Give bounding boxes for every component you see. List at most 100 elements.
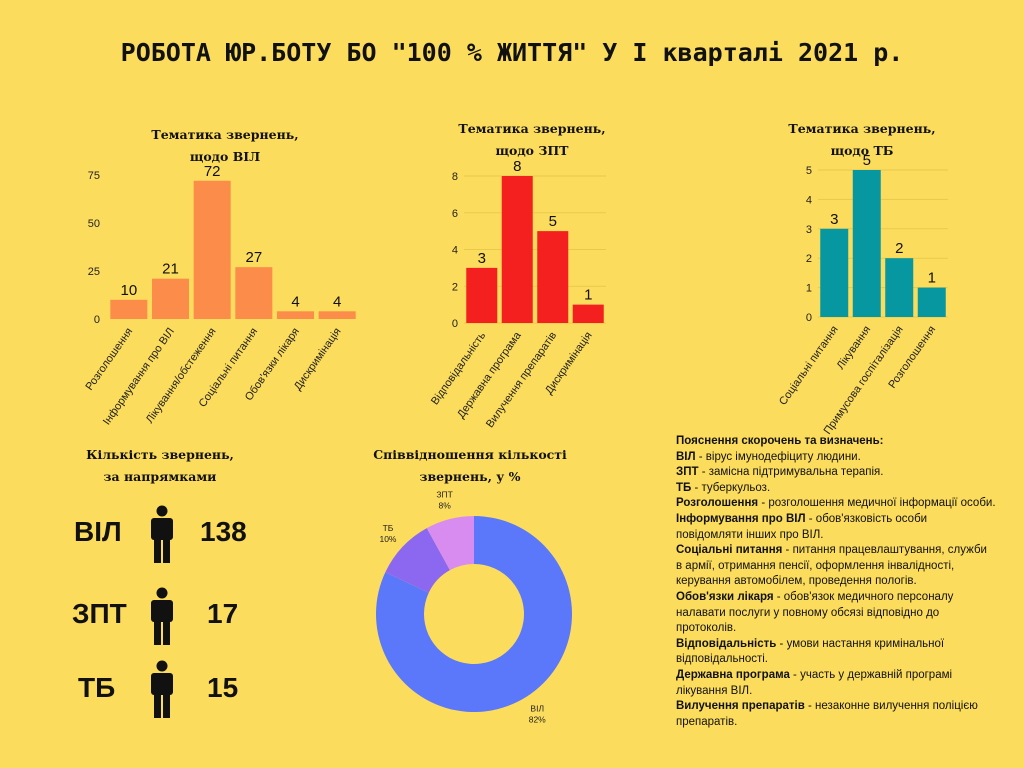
count-value-tb: 15	[207, 672, 239, 703]
y-tick-label: 2	[806, 253, 812, 265]
bar	[235, 267, 273, 319]
counts-title-line2: за напрямками	[103, 469, 217, 484]
glossary-term: Соціальні питання	[676, 544, 783, 557]
bar	[277, 311, 314, 319]
chart-zpt-title: Тематика звернень, щодо ЗПТ	[420, 118, 644, 162]
y-tick-label: 0	[452, 318, 458, 330]
chart-vil-title: Тематика звернень, щодо ВІЛ	[100, 124, 350, 168]
count-value-vil: 138	[200, 516, 247, 547]
y-tick-label: 1	[806, 283, 812, 295]
bar	[917, 287, 946, 317]
glossary-term: Інформування про ВІЛ	[676, 512, 806, 525]
donut-slice-value: 82%	[529, 715, 546, 725]
chart-tb-title: Тематика звернень, щодо ТБ	[750, 118, 974, 162]
bar	[501, 176, 533, 323]
person-icon	[151, 505, 173, 563]
glossary-term: Вилучення препаратів	[676, 700, 805, 713]
chart-zpt-title-line2: щодо ЗПТ	[495, 143, 569, 158]
person-icon	[151, 660, 173, 718]
bar-value-label: 1	[584, 287, 592, 304]
bar	[466, 267, 498, 323]
count-label-vil: ВІЛ	[74, 516, 122, 547]
glossary-term: ЗПТ	[676, 466, 699, 479]
donut-slice	[426, 516, 474, 571]
glossary-item: Вилучення препаратів - незаконне вилучен…	[676, 699, 996, 730]
glossary-definition: - обов'язок медичного персоналу налавати…	[676, 590, 954, 635]
bar	[820, 228, 849, 317]
donut-slice	[385, 528, 450, 593]
x-tick-label: Інформування про ВІЛ	[101, 326, 177, 427]
y-tick-label: 0	[806, 312, 812, 324]
bar-value-label: 1	[928, 270, 936, 287]
glossary-definition: - питання працевлаштування, служби в арм…	[676, 544, 987, 588]
bar-value-label: 2	[895, 240, 903, 257]
donut-title-line2: звернень, у %	[419, 469, 521, 484]
glossary-term: ТБ	[676, 481, 692, 494]
count-label-zpt: ЗПТ	[72, 598, 127, 629]
glossary-term: Розголошення	[676, 497, 759, 510]
bar	[110, 299, 148, 319]
glossary-item: ТБ - туберкульоз.	[676, 481, 996, 497]
glossary-item: ЗПТ - замісна підтримувальна терапія.	[676, 465, 996, 481]
y-tick-label: 75	[88, 170, 100, 182]
chart-vil-title-line1: Тематика звернень,	[151, 127, 299, 142]
y-tick-label: 6	[452, 208, 458, 220]
bar-value-label: 8	[513, 158, 521, 175]
glossary: Пояснення скорочень та визначень: ВІЛ - …	[676, 434, 996, 730]
bar	[537, 231, 569, 323]
chart-vil-title-line2: щодо ВІЛ	[189, 149, 261, 164]
bar-value-label: 5	[863, 152, 871, 169]
x-tick-label: Державна програма	[455, 329, 524, 420]
glossary-item: Обов'язки лікаря - обов'язок медичного п…	[676, 590, 996, 637]
bar	[885, 258, 914, 317]
glossary-item: Відповідальність - умови настання кримін…	[676, 637, 996, 668]
y-tick-label: 3	[806, 224, 812, 236]
chart-zpt-title-line1: Тематика звернень,	[458, 121, 606, 136]
chart-tb-title-line2: щодо ТБ	[830, 143, 894, 158]
glossary-definition: - умови настання кримінальної відповідал…	[676, 637, 945, 666]
glossary-item: ВІЛ - вірус імунодефіциту людини.	[676, 450, 996, 466]
bar-value-label: 72	[204, 163, 221, 180]
y-tick-label: 25	[88, 266, 100, 278]
bar-value-label: 3	[830, 211, 838, 228]
glossary-definition: - незаконне вилучення поліцією препараті…	[676, 700, 978, 728]
glossary-definition: - туберкульоз.	[691, 481, 771, 494]
donut-slice	[376, 516, 572, 712]
bar-value-label: 27	[245, 249, 262, 266]
glossary-definition: - обов'язковість особи повідомляти інших…	[676, 512, 928, 541]
y-tick-label: 0	[94, 314, 100, 326]
bar-value-label: 21	[162, 261, 179, 278]
glossary-title: Пояснення скорочень та визначень:	[676, 435, 884, 447]
glossary-term: ВІЛ	[676, 450, 696, 463]
glossary-item: Розголошення - розголошення медичної інф…	[676, 496, 996, 512]
y-tick-label: 4	[806, 194, 812, 206]
donut-slice-label: ВІЛ	[530, 704, 544, 714]
glossary-term: Обов'язки лікаря	[676, 590, 774, 603]
glossary-definition: - вірус імунодефіциту людини.	[695, 450, 861, 463]
glossary-definition: - участь у державній програмі лікування …	[676, 668, 953, 697]
bar	[152, 278, 189, 319]
glossary-term: Державна програма	[676, 668, 790, 681]
glossary-item: Соціальні питання - питання працевлаштув…	[676, 543, 996, 590]
bar-value-label: 4	[291, 293, 299, 310]
person-icon	[151, 587, 173, 645]
chart-tb-title-line1: Тематика звернень,	[788, 121, 936, 136]
y-tick-label: 50	[88, 218, 100, 230]
donut-title: Співвідношення кількості звернень, у %	[340, 444, 600, 488]
donut-slice-label: ЗПТ	[436, 490, 452, 500]
donut-title-line1: Співвідношення кількості	[373, 447, 567, 462]
y-tick-label: 4	[452, 245, 458, 257]
glossary-items: ВІЛ - вірус імунодефіциту людини. ЗПТ - з…	[676, 450, 996, 731]
bar	[193, 180, 231, 319]
bar	[852, 170, 881, 317]
page-title: РОБОТА ЮР.БОТУ БО "100 % ЖИТТЯ" У I квар…	[120, 38, 904, 67]
counts-title-line1: Кількість звернень,	[86, 447, 234, 462]
counts-title: Кількість звернень, за напрямками	[40, 444, 280, 488]
bar	[572, 304, 604, 323]
bar-value-label: 4	[333, 293, 341, 310]
count-label-tb: ТБ	[78, 672, 116, 703]
glossary-term: Відповідальність	[676, 637, 777, 650]
